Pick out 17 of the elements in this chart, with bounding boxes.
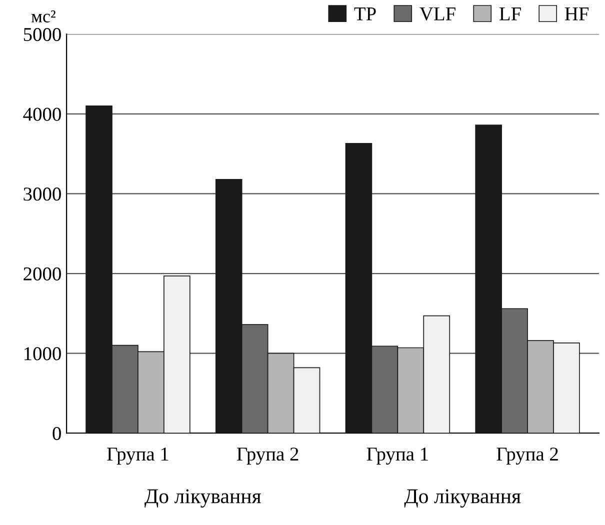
y-tick-label: 5000 bbox=[24, 28, 61, 42]
legend-label: VLF bbox=[420, 8, 456, 21]
x-tick-label: Група 2 bbox=[236, 448, 298, 465]
y-tick-label: 1000 bbox=[24, 347, 61, 360]
y-tick-label: 0 bbox=[52, 426, 61, 440]
text: До лікування bbox=[404, 489, 521, 508]
text: До лікування bbox=[144, 489, 261, 508]
legend-label: TP bbox=[354, 8, 376, 20]
y-tick-label: 2000 bbox=[24, 267, 61, 280]
legend-label: HF bbox=[564, 8, 589, 20]
x-tick-label: Група 1 bbox=[107, 448, 168, 465]
x-tick-label: Група 1 bbox=[366, 448, 428, 465]
y-axis-title: мс² bbox=[31, 10, 56, 22]
y-tick-label: 4000 bbox=[23, 108, 61, 121]
y-tick-label: 3000 bbox=[24, 188, 61, 201]
x-tick-label: Група 2 bbox=[496, 448, 558, 465]
legend-label: LF bbox=[499, 8, 521, 20]
